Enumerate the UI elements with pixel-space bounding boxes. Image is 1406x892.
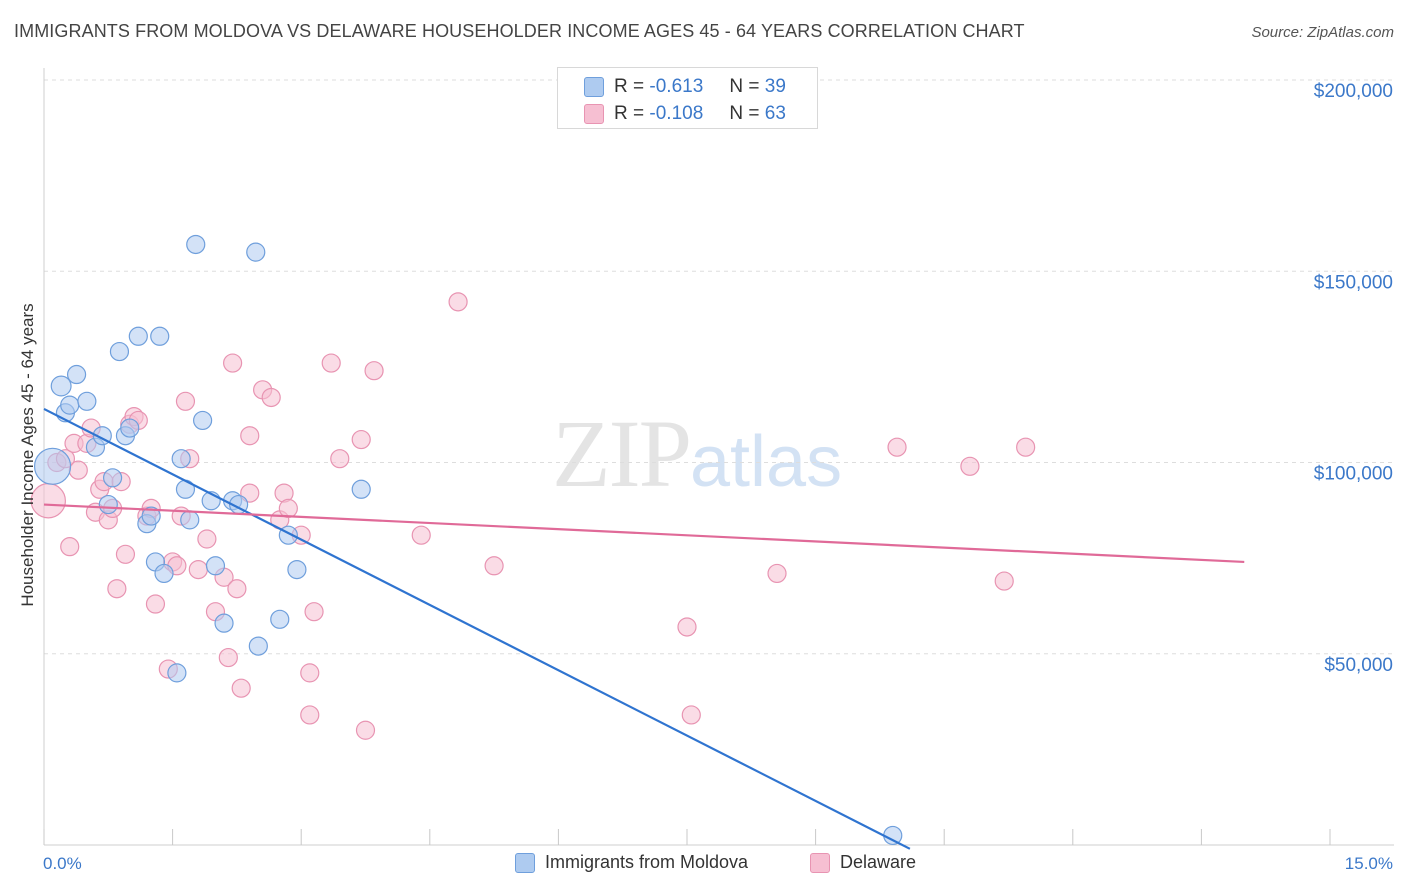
delaware-point bbox=[145, 594, 166, 614]
delaware-point bbox=[411, 525, 431, 545]
delaware-point bbox=[448, 292, 468, 312]
delaware-r-label: R = bbox=[614, 103, 645, 124]
x-tick-label-end: 15.0% bbox=[1345, 854, 1393, 873]
moldova-point bbox=[33, 447, 72, 485]
y-tick-label: $50,000 bbox=[1324, 655, 1393, 676]
moldova-swatch bbox=[584, 77, 604, 97]
delaware-point bbox=[300, 705, 320, 725]
delaware-point bbox=[231, 678, 251, 698]
delaware-point bbox=[261, 387, 281, 408]
delaware-point bbox=[677, 617, 697, 637]
delaware-point bbox=[1016, 437, 1036, 457]
moldova-point bbox=[351, 479, 371, 499]
delaware-n-label: N = bbox=[729, 103, 760, 124]
moldova-point bbox=[248, 636, 268, 656]
delaware-point bbox=[223, 353, 243, 373]
delaware-point bbox=[484, 556, 504, 576]
bottom-moldova-swatch bbox=[515, 852, 535, 873]
bottom-delaware-swatch bbox=[810, 852, 830, 873]
delaware-swatch bbox=[584, 104, 604, 124]
legend-row-moldova: R = -0.613 N = 39 bbox=[584, 76, 786, 98]
moldova-point bbox=[180, 510, 200, 530]
delaware-point bbox=[60, 537, 80, 557]
moldova-point bbox=[77, 391, 97, 411]
delaware-n-value: 63 bbox=[764, 103, 786, 124]
moldova-n-value: 39 bbox=[764, 76, 786, 97]
moldova-trend-line bbox=[43, 407, 911, 850]
delaware-point bbox=[175, 391, 196, 411]
moldova-r-value: -0.613 bbox=[649, 76, 704, 97]
moldova-point bbox=[102, 468, 123, 488]
delaware-point bbox=[68, 460, 88, 480]
moldova-point bbox=[50, 375, 72, 397]
x-tick-labels: 0.0% 15.0% bbox=[43, 854, 1393, 873]
moldova-point bbox=[883, 825, 903, 846]
delaware-point bbox=[218, 647, 238, 668]
moldova-point bbox=[98, 494, 118, 515]
moldova-point bbox=[246, 242, 266, 262]
moldova-point bbox=[60, 395, 80, 415]
delaware-point bbox=[960, 456, 980, 476]
moldova-point bbox=[205, 556, 226, 576]
moldova-point bbox=[193, 410, 213, 431]
y-tick-label: $150,000 bbox=[1314, 272, 1393, 293]
delaware-point bbox=[681, 705, 701, 725]
bottom-legend-delaware: Delaware bbox=[810, 852, 916, 873]
delaware-point bbox=[300, 663, 320, 683]
moldova-point bbox=[150, 326, 170, 346]
delaware-point bbox=[240, 483, 260, 503]
y-tick-labels: $50,000 $100,000 $150,000 $200,000 bbox=[1314, 81, 1393, 676]
moldova-point bbox=[66, 364, 87, 385]
y-tick-label: $100,000 bbox=[1314, 464, 1393, 485]
delaware-point bbox=[227, 579, 247, 599]
bottom-moldova-label: Immigrants from Moldova bbox=[545, 852, 749, 872]
moldova-point bbox=[186, 234, 206, 255]
delaware-point bbox=[351, 429, 371, 450]
delaware-point bbox=[364, 361, 384, 381]
bottom-delaware-label: Delaware bbox=[840, 852, 917, 872]
delaware-point bbox=[887, 437, 907, 457]
chart-title: IMMIGRANTS FROM MOLDOVA VS DELAWARE HOUS… bbox=[14, 21, 1025, 41]
moldova-point bbox=[141, 506, 161, 526]
y-axis-label: Householder Income Ages 45 - 64 years bbox=[18, 303, 37, 607]
moldova-point bbox=[154, 563, 174, 584]
delaware-point bbox=[994, 571, 1014, 591]
stats-legend: R = -0.613 N = 39 R = -0.108 N = 63 bbox=[557, 67, 818, 129]
delaware-point bbox=[278, 498, 298, 518]
delaware-point bbox=[355, 720, 376, 740]
trend-lines bbox=[43, 407, 1245, 850]
y-tick-label: $200,000 bbox=[1314, 81, 1393, 102]
moldova-point bbox=[270, 609, 290, 629]
delaware-point bbox=[240, 426, 260, 446]
bottom-legend-moldova: Immigrants from Moldova bbox=[515, 852, 748, 873]
moldova-point bbox=[214, 613, 234, 633]
delaware-points bbox=[30, 292, 1036, 740]
delaware-trend-line bbox=[43, 503, 1245, 564]
x-tick-label-start: 0.0% bbox=[43, 854, 82, 873]
delaware-point bbox=[188, 559, 208, 580]
moldova-point bbox=[167, 663, 187, 683]
axes bbox=[43, 68, 1394, 846]
delaware-point bbox=[197, 529, 217, 549]
grid-lines bbox=[44, 79, 1394, 655]
delaware-point bbox=[767, 563, 787, 584]
moldova-n-label: N = bbox=[729, 76, 760, 97]
delaware-point bbox=[304, 602, 324, 622]
moldova-point bbox=[128, 326, 148, 346]
moldova-point bbox=[109, 341, 130, 362]
moldova-r-label: R = bbox=[614, 76, 645, 97]
delaware-point bbox=[321, 353, 341, 373]
delaware-point bbox=[330, 449, 350, 469]
watermark-zip: ZIP bbox=[552, 400, 692, 507]
moldova-point bbox=[120, 418, 140, 438]
moldova-point bbox=[171, 449, 191, 469]
legend-row-delaware: R = -0.108 N = 63 bbox=[584, 103, 786, 125]
delaware-point bbox=[115, 544, 136, 564]
delaware-r-value: -0.108 bbox=[649, 103, 704, 124]
watermark: ZIPatlas bbox=[552, 398, 842, 509]
delaware-point bbox=[107, 579, 127, 599]
chart-source: Source: ZipAtlas.com bbox=[1251, 24, 1394, 41]
moldova-point bbox=[287, 559, 307, 580]
